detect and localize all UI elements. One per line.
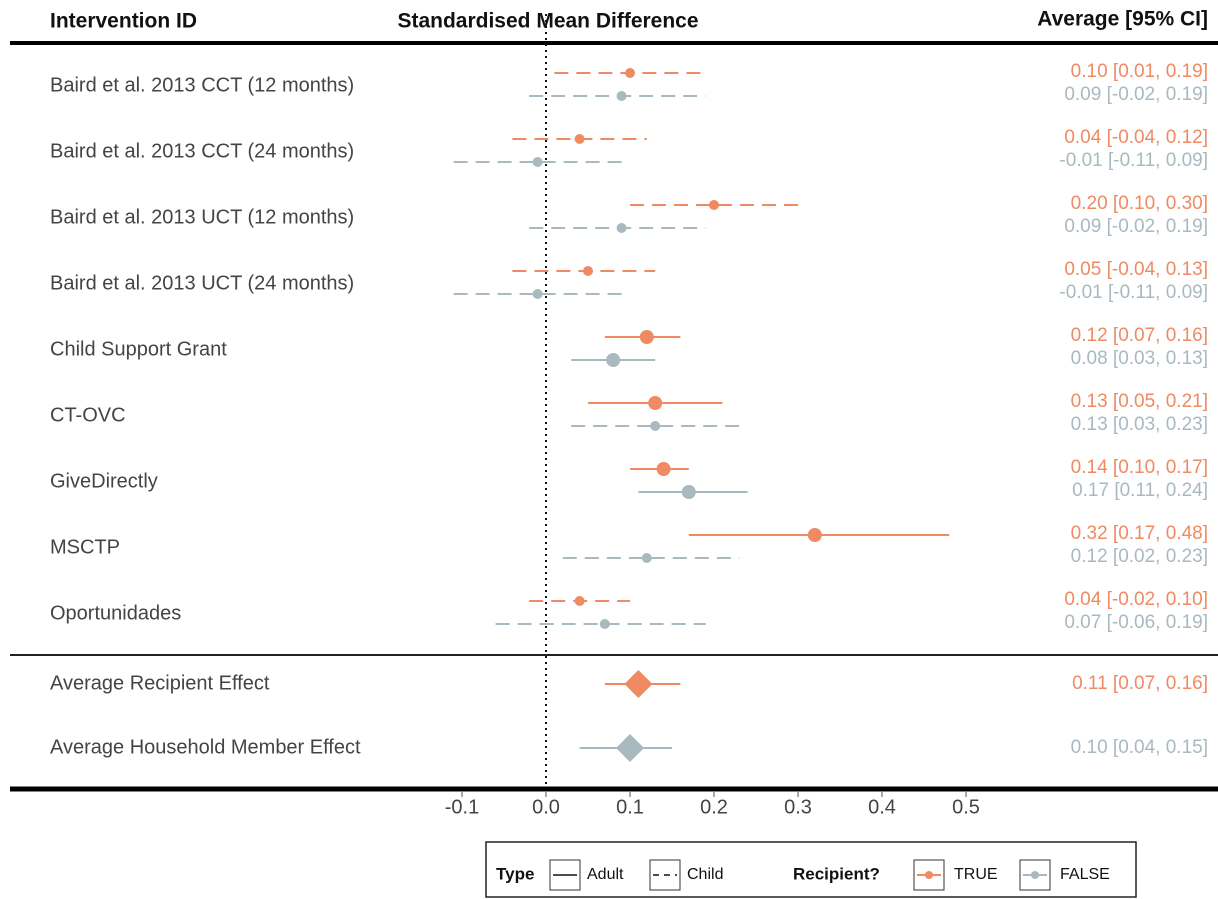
legend-label: Child bbox=[687, 866, 723, 883]
value-label: 0.04 [-0.02, 0.10] bbox=[1064, 589, 1208, 610]
summary-diamond bbox=[624, 670, 653, 698]
point bbox=[807, 528, 822, 542]
point bbox=[681, 485, 696, 499]
point bbox=[709, 200, 719, 210]
point bbox=[656, 462, 671, 476]
row-label: Average Recipient Effect bbox=[50, 672, 270, 694]
legend-box bbox=[485, 841, 1137, 898]
column-header: Standardised Mean Difference bbox=[397, 10, 698, 33]
value-label: 0.17 [0.11, 0.24] bbox=[1072, 480, 1208, 501]
column-header: Intervention ID bbox=[50, 10, 197, 33]
value-label: -0.01 [-0.11, 0.09] bbox=[1059, 282, 1208, 303]
point bbox=[583, 266, 593, 276]
value-label: 0.20 [0.10, 0.30] bbox=[1071, 193, 1208, 214]
legend-point bbox=[1031, 871, 1039, 879]
row-label: Average Household Member Effect bbox=[50, 736, 361, 758]
value-label: 0.13 [0.05, 0.21] bbox=[1071, 391, 1208, 412]
point bbox=[574, 596, 585, 606]
value-label: 0.09 [-0.02, 0.19] bbox=[1064, 216, 1208, 237]
point bbox=[606, 353, 621, 367]
column-header: Average [95% CI] bbox=[1037, 8, 1208, 31]
value-label: 0.13 [0.03, 0.23] bbox=[1071, 414, 1208, 435]
point bbox=[650, 421, 661, 431]
x-tick-label: 0.0 bbox=[532, 796, 560, 818]
value-label: 0.08 [0.03, 0.13] bbox=[1071, 348, 1208, 369]
x-tick-label: 0.4 bbox=[868, 796, 896, 818]
point bbox=[599, 619, 610, 629]
x-tick-label: 0.5 bbox=[952, 796, 980, 818]
value-label: 0.12 [0.02, 0.23] bbox=[1071, 546, 1208, 567]
value-label: 0.05 [-0.04, 0.13] bbox=[1064, 259, 1208, 280]
value-label: 0.09 [-0.02, 0.19] bbox=[1064, 84, 1208, 105]
x-tick-label: 0.3 bbox=[784, 796, 812, 818]
row-label: Child Support Grant bbox=[50, 338, 227, 360]
row-label: Baird et al. 2013 UCT (12 months) bbox=[50, 206, 354, 228]
point bbox=[532, 289, 543, 299]
value-label: -0.01 [-0.11, 0.09] bbox=[1059, 150, 1208, 171]
value-label: 0.07 [-0.06, 0.19] bbox=[1064, 612, 1208, 633]
value-label: 0.32 [0.17, 0.48] bbox=[1071, 523, 1208, 544]
legend-title: Type bbox=[496, 864, 534, 883]
point bbox=[532, 157, 543, 167]
value-label: 0.10 [0.01, 0.19] bbox=[1071, 61, 1208, 82]
summary-diamond bbox=[616, 734, 644, 762]
x-tick-label: 0.2 bbox=[700, 796, 728, 818]
point bbox=[616, 91, 627, 101]
x-tick-label: 0.1 bbox=[616, 796, 644, 818]
row-label: Oportunidades bbox=[50, 602, 181, 624]
row-label: Baird et al. 2013 UCT (24 months) bbox=[50, 272, 354, 294]
legend-point bbox=[925, 871, 933, 879]
value-label: 0.11 [0.07, 0.16] bbox=[1072, 673, 1208, 694]
point bbox=[648, 396, 663, 410]
value-label: 0.14 [0.10, 0.17] bbox=[1071, 457, 1208, 478]
row-label: GiveDirectly bbox=[50, 470, 158, 492]
legend-label: FALSE bbox=[1060, 866, 1110, 883]
legend-title: Recipient? bbox=[793, 864, 880, 883]
legend-label: TRUE bbox=[954, 866, 998, 883]
point bbox=[625, 68, 635, 78]
row-label: CT-OVC bbox=[50, 404, 126, 426]
legend-label: Adult bbox=[587, 866, 624, 883]
value-label: 0.04 [-0.04, 0.12] bbox=[1064, 127, 1208, 148]
point bbox=[616, 223, 627, 233]
x-tick-label: -0.1 bbox=[445, 796, 479, 818]
value-label: 0.10 [0.04, 0.15] bbox=[1071, 737, 1208, 758]
point bbox=[574, 134, 585, 144]
value-label: 0.12 [0.07, 0.16] bbox=[1071, 325, 1208, 346]
row-label: Baird et al. 2013 CCT (12 months) bbox=[50, 74, 354, 96]
point bbox=[639, 330, 654, 344]
point bbox=[641, 553, 652, 563]
row-label: MSCTP bbox=[50, 536, 120, 558]
row-label: Baird et al. 2013 CCT (24 months) bbox=[50, 140, 354, 162]
